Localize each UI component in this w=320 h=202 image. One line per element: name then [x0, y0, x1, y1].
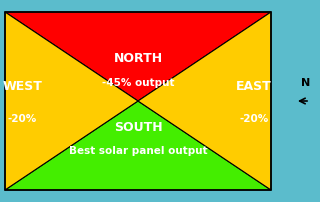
- Text: EAST: EAST: [236, 80, 272, 93]
- Bar: [5, 12, 271, 190]
- Polygon shape: [5, 101, 271, 190]
- Polygon shape: [5, 12, 271, 101]
- Polygon shape: [138, 12, 271, 190]
- Text: -20%: -20%: [8, 114, 37, 124]
- Text: NORTH: NORTH: [113, 52, 163, 65]
- Text: SOUTH: SOUTH: [114, 121, 162, 134]
- Text: -20%: -20%: [239, 114, 268, 124]
- Text: WEST: WEST: [2, 80, 42, 93]
- Text: N: N: [301, 78, 311, 88]
- Text: Best solar panel output: Best solar panel output: [69, 146, 207, 156]
- Polygon shape: [5, 12, 138, 190]
- Text: -45% output: -45% output: [102, 78, 174, 88]
